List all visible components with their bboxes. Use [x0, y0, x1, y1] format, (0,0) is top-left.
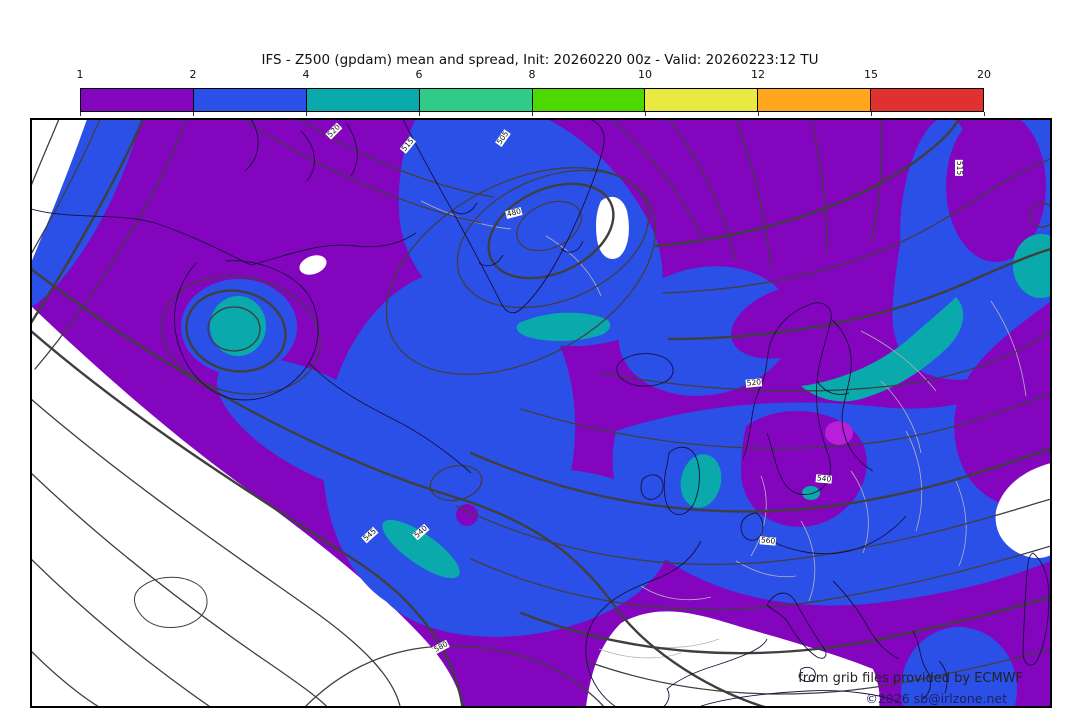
- colorbar-segment-1-2: [81, 89, 194, 111]
- colorbar-tick-label: 4: [302, 68, 310, 81]
- colorbar-segment-4-6: [306, 89, 420, 111]
- colorbar-tick-mark: [532, 112, 533, 116]
- colorbar-segment-2-4: [193, 89, 307, 111]
- magenta-spot: [825, 421, 853, 445]
- colorbar-tick-mark: [758, 112, 759, 116]
- colorbar-tick-label: 15: [864, 68, 878, 81]
- colorbar-segment-15-20: [871, 89, 983, 111]
- coastlines: [31, 119, 1050, 707]
- contour-lines: [31, 119, 1051, 707]
- colorbar-segment-8-10: [532, 89, 646, 111]
- contour-label-515: 515: [955, 159, 964, 177]
- colorbar-segment-6-8: [419, 89, 533, 111]
- colorbar-segment-12-15: [758, 89, 872, 111]
- spread-colorbar: [80, 88, 984, 112]
- spread-fill-2-4-region: [31, 119, 1051, 707]
- colorbar-tick-label: 1: [76, 68, 84, 81]
- colorbar-tick-mark: [871, 112, 872, 116]
- map-panel: 520 515 505 480 515 520 540 560 545 540 580 from g…: [30, 118, 1052, 708]
- colorbar-segment-10-12: [645, 89, 759, 111]
- colorbar-tick-label: 12: [751, 68, 765, 81]
- colorbar-tick-label: 8: [528, 68, 536, 81]
- chart-title: IFS - Z500 (gpdam) mean and spread, Init…: [261, 52, 819, 68]
- colorbar-tick-mark: [193, 112, 194, 116]
- contour-label-540: 540: [815, 473, 833, 484]
- contour-label-560: 560: [759, 535, 777, 546]
- map-border: [31, 119, 1051, 707]
- colorbar-tick-label: 6: [415, 68, 423, 81]
- colorbar-tick-label: 2: [189, 68, 197, 81]
- colorbar-tick-label: 20: [977, 68, 991, 81]
- map-canvas: [31, 119, 1051, 707]
- colorbar-tick-mark: [419, 112, 420, 116]
- colorbar-tick-mark: [80, 112, 81, 116]
- colorbar-tick-label: 10: [638, 68, 652, 81]
- colorbar-tick-mark: [645, 112, 646, 116]
- credit-ecmwf: from grib files provided by ECMWF: [798, 671, 1023, 686]
- contour-label-520: 520: [745, 377, 763, 388]
- colorbar-tick-mark: [984, 112, 985, 116]
- credit-copyright: ©2026 sb@irlzone.net: [865, 691, 1007, 706]
- colorbar-tick-mark: [306, 112, 307, 116]
